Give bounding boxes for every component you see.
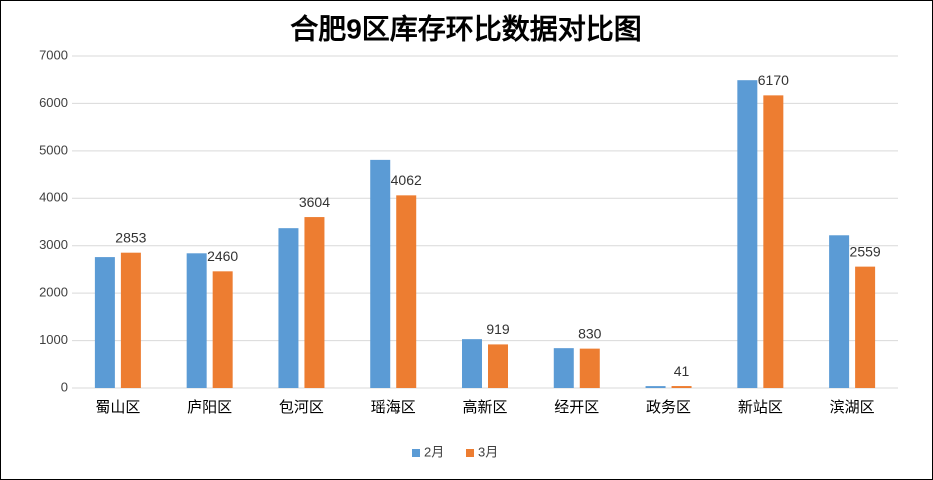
legend-swatch [466,449,474,457]
chart-title: 合肥9区库存环比数据对比图 [290,12,642,44]
y-tick-label: 3000 [39,237,68,252]
bar [488,344,508,388]
y-tick-label: 6000 [39,95,68,110]
value-label: 41 [674,363,690,379]
bar [855,266,876,388]
value-label: 919 [486,321,510,337]
value-label: 2559 [850,243,881,259]
x-tick-label: 经开区 [554,399,599,416]
bar [462,339,482,388]
bar [645,386,666,388]
x-tick-label: 蜀山区 [95,399,140,416]
value-label: 830 [578,325,602,341]
legend-label: 2月 [424,444,444,459]
legend-label: 3月 [478,444,498,459]
x-tick-label: 包河区 [279,399,324,416]
bar [278,228,299,388]
y-tick-label: 5000 [39,142,68,157]
bar [370,159,391,388]
bar [186,253,207,388]
bar [553,348,574,388]
x-tick-label: 瑶海区 [371,399,416,416]
value-label: 3604 [299,194,330,210]
x-tick-label: 滨湖区 [830,399,875,416]
x-tick-label: 高新区 [462,399,507,416]
y-tick-label: 2000 [39,285,68,300]
x-tick-label: 庐阳区 [187,399,232,416]
y-tick-label: 1000 [39,332,68,347]
bar [120,252,141,388]
bar [763,95,784,388]
value-label: 4062 [391,172,422,188]
x-tick-label: 政务区 [646,399,691,416]
y-tick-label: 4000 [39,190,68,205]
legend-swatch [412,449,420,457]
bar [829,235,850,388]
bar [671,386,692,388]
value-label: 6170 [758,72,789,88]
y-tick-label: 0 [61,379,68,394]
bar [212,271,233,388]
y-tick-label: 7000 [39,47,68,62]
bar [304,217,325,388]
bar [396,195,417,388]
bar [94,257,115,388]
bar [737,80,758,388]
bar [579,348,600,388]
value-label: 2853 [115,229,146,245]
value-label: 2460 [207,248,238,264]
x-tick-label: 新站区 [738,399,783,416]
